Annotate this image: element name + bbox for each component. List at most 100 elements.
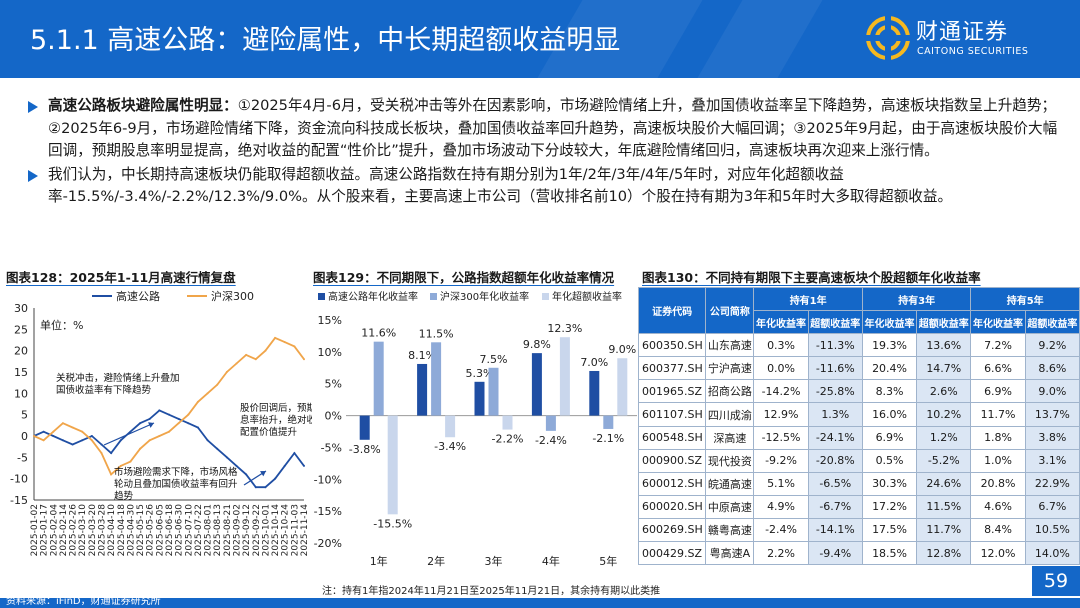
legend-label: 沪深300 (211, 289, 254, 303)
cell-code: 601107.SH (637, 402, 707, 427)
cell-value: -11.6% (807, 356, 863, 381)
bar (445, 415, 456, 438)
subheader: 年化收益率 (753, 310, 809, 335)
table-row: 600269.SH 赣粤高速 -2.4% -14.1% 17.5% 11.7% 8.4% 10… (637, 517, 1080, 543)
annotation-arrowhead (148, 422, 154, 428)
cell-code: 600012.SH (637, 471, 707, 496)
cell-value: 10.2% (916, 402, 972, 427)
cell-value: -2.4% (753, 517, 809, 543)
source-note: 资料来源：iFinD，财通证券研究所 (6, 596, 161, 607)
cell-value: 11.7% (970, 402, 1026, 427)
legend-label: 高速公路 (116, 289, 160, 303)
cell-value: 19.3% (861, 333, 918, 358)
cell-value: 11.5% (916, 494, 972, 519)
chart128-title: 图表128：2025年1-11月高速行情复盘 (6, 270, 236, 285)
data-point (81, 430, 84, 433)
data-point (254, 358, 257, 361)
x-tick-label: 2025-04-18 (117, 504, 127, 557)
legend-swatch (318, 293, 325, 300)
data-point (245, 473, 248, 476)
cell-name: 四川成渝 (705, 402, 755, 427)
data-label: 11.6% (361, 327, 396, 340)
page-title: 5.1.1 高速公路：避险属性，中长期超额收益明显 (30, 25, 621, 56)
cell-value: 22.9% (1024, 471, 1080, 496)
x-tick-label: 2025-07-22 (194, 504, 204, 556)
legend-label: 沪深300年化收益率 (440, 290, 529, 303)
y-tick-label: 5 (21, 409, 28, 422)
y-tick-label: -10 (10, 473, 28, 486)
data-label: -3.8% (349, 443, 381, 456)
data-point (177, 417, 180, 420)
data-point (216, 447, 219, 450)
logo-mark-icon (866, 16, 910, 60)
data-point (139, 447, 142, 450)
cell-code: 600269.SH (637, 517, 707, 543)
y-tick-label: -15 (10, 494, 28, 507)
cell-value: 14.0% (1024, 541, 1080, 566)
legend-label: 高速公路年化收益率 (328, 290, 418, 303)
x-tick-label: 2025-10-14 (271, 504, 281, 557)
cell-value: 1.0% (970, 448, 1026, 473)
cell-value: -14.2% (753, 379, 809, 404)
cell-name: 中原高速 (705, 494, 755, 519)
table-row: 000429.SZ 粤高速A 2.2% -9.4% 18.5% 12.8% 12.0% 14.… (637, 541, 1080, 566)
bar (359, 415, 370, 440)
cell-value: 6.9% (861, 425, 918, 450)
cell-value: 0.5% (861, 448, 918, 473)
data-label: 9.8% (523, 338, 551, 351)
cell-name: 宁沪高速 (705, 356, 755, 381)
data-point (187, 413, 190, 416)
cell-value: 12.8% (916, 541, 972, 566)
cell-name: 粤高速A (705, 541, 755, 566)
cell-code: 000900.SZ (637, 448, 707, 473)
bar (431, 342, 442, 416)
data-point (148, 439, 151, 442)
cell-value: 18.5% (861, 541, 918, 566)
x-tick-label: 2025-11-03 (290, 504, 300, 556)
cell-value: 20.8% (970, 471, 1026, 496)
annotation-text: 市场避险需求下降，市场风格轮动且叠加国债收益率有回升趋势 (114, 466, 238, 502)
data-point (100, 443, 103, 446)
data-point (293, 345, 296, 348)
data-point (71, 443, 74, 446)
x-tick-label: 4年 (542, 554, 560, 568)
bar (502, 415, 513, 430)
cell-value: 4.9% (753, 494, 809, 519)
cell-value: 6.9% (970, 379, 1026, 404)
legend-swatch (542, 293, 549, 300)
cell-value: -9.4% (807, 541, 863, 566)
y-tick-label: 20 (14, 345, 28, 358)
x-tick-label: 2025-01-02 (30, 504, 40, 556)
header-name: 公司简称 (705, 286, 755, 335)
data-point (177, 422, 180, 425)
data-point (274, 336, 277, 339)
subheader: 超额收益率 (916, 310, 972, 335)
x-tick-label: 2025-10-24 (281, 504, 291, 557)
x-tick-label: 2025-02-26 (69, 504, 79, 557)
data-label: -2.2% (492, 433, 524, 446)
bar (617, 358, 628, 416)
y-tick-label: 25 (14, 323, 28, 336)
bar (559, 337, 570, 416)
data-label: 9.0% (608, 343, 636, 356)
x-tick-label: 2025-09-22 (252, 504, 262, 556)
cell-value: -11.3% (807, 333, 863, 358)
cell-code: 600350.SH (637, 333, 707, 358)
header-code: 证券代码 (637, 286, 707, 335)
legend-label: 年化超额收益率 (552, 290, 622, 303)
cell-value: 5.1% (753, 471, 809, 496)
company-logo: 财通证券 CAITONG SECURITIES (866, 12, 1056, 66)
annotation-arrowhead (260, 471, 266, 477)
bar (545, 415, 556, 431)
cell-name: 招商公路 (705, 379, 755, 404)
data-point (206, 439, 209, 442)
data-point (110, 452, 113, 455)
data-point (168, 430, 170, 433)
cell-value: 3.1% (1024, 448, 1080, 473)
cell-value: 17.2% (861, 494, 918, 519)
x-tick-label: 2025-05-15 (136, 504, 146, 556)
table-row: 001965.SZ 招商公路 -14.2% -25.8% 8.3% 2.6% 6.9% 9.0… (637, 379, 1080, 404)
bullet-triangle-icon (28, 101, 38, 113)
x-tick-label: 2025-06-30 (175, 504, 185, 557)
data-point (139, 422, 142, 425)
